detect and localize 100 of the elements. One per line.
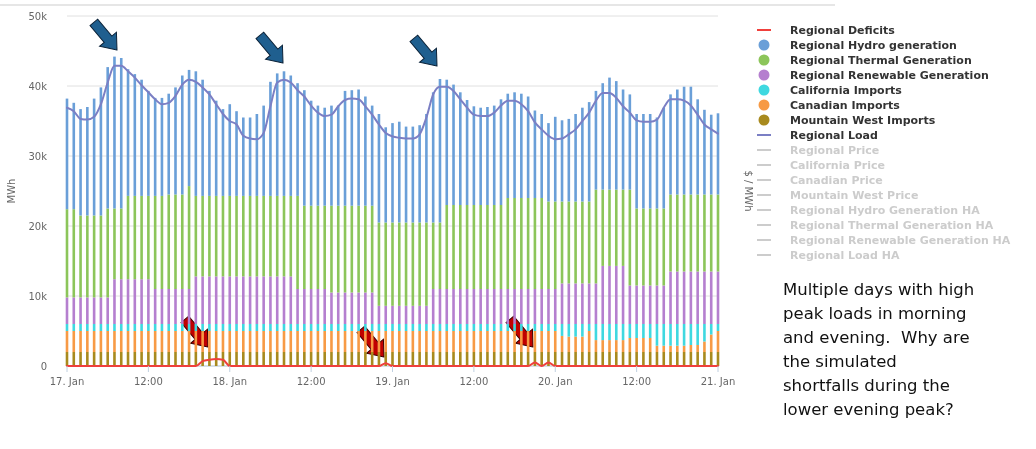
- bar: [418, 324, 421, 331]
- bar: [614, 324, 618, 341]
- bar: [269, 276, 272, 324]
- bar: [479, 107, 482, 205]
- bar: [336, 331, 340, 352]
- bar: [614, 340, 618, 352]
- bar: [180, 352, 184, 366]
- bar: [520, 331, 523, 352]
- bar: [119, 324, 123, 331]
- bar: [642, 352, 645, 366]
- bar: [703, 194, 706, 272]
- bar: [676, 324, 679, 346]
- bar: [391, 331, 394, 352]
- bar: [289, 276, 293, 324]
- bar: [106, 208, 109, 298]
- bar: [540, 198, 543, 289]
- bar: [642, 285, 645, 324]
- bar: [445, 289, 449, 324]
- bar: [357, 205, 360, 293]
- bar: [208, 331, 211, 352]
- bar: [513, 352, 516, 366]
- bar: [119, 279, 123, 324]
- bar: [614, 265, 618, 324]
- bar: [418, 305, 421, 324]
- bar: [669, 94, 672, 195]
- bar: [119, 352, 123, 366]
- bar: [479, 352, 482, 366]
- bar: [452, 289, 455, 324]
- bar: [242, 117, 245, 196]
- bar: [180, 289, 184, 324]
- bar: [547, 123, 550, 202]
- bar: [228, 195, 232, 277]
- bar: [228, 276, 232, 324]
- bar: [147, 195, 150, 280]
- bar: [275, 352, 279, 366]
- bar: [72, 209, 76, 298]
- bar: [364, 324, 367, 331]
- bar: [452, 84, 455, 205]
- x-tick-label: 12:00: [459, 376, 489, 387]
- bar: [275, 331, 279, 352]
- bar: [296, 352, 299, 366]
- bar: [459, 92, 462, 205]
- bar: [174, 289, 177, 324]
- bar: [303, 324, 306, 331]
- bar: [540, 324, 543, 331]
- y-tick-label: 30k: [28, 151, 48, 162]
- bar: [174, 194, 177, 289]
- bar: [574, 352, 577, 366]
- bar: [709, 194, 713, 272]
- bar: [296, 289, 299, 324]
- bar: [180, 75, 184, 195]
- bar: [174, 352, 177, 366]
- y-tick-label: 50k: [28, 11, 48, 22]
- bar: [296, 195, 299, 289]
- bar: [696, 271, 699, 324]
- bar: [486, 289, 489, 324]
- bar: [662, 345, 666, 352]
- bar: [364, 292, 367, 324]
- bar: [384, 324, 388, 331]
- bar: [235, 276, 238, 324]
- legend-label: Regional Load: [790, 129, 878, 142]
- bar: [336, 352, 340, 366]
- bar: [357, 352, 360, 366]
- bar: [79, 297, 82, 324]
- bar: [242, 195, 245, 277]
- bar: [208, 324, 211, 331]
- bar: [506, 324, 510, 331]
- bar: [547, 324, 550, 331]
- bar: [113, 352, 116, 366]
- bar: [574, 283, 577, 324]
- bar: [79, 215, 82, 298]
- bar: [119, 208, 123, 280]
- bar: [425, 324, 428, 331]
- bar: [703, 109, 706, 195]
- bar: [479, 331, 482, 352]
- legend-label: Mountain West Imports: [790, 114, 936, 127]
- bar: [486, 324, 489, 331]
- bar: [336, 105, 340, 206]
- bar: [608, 265, 611, 324]
- bar: [553, 289, 557, 324]
- bar: [642, 114, 645, 209]
- bar: [506, 352, 510, 366]
- bar: [614, 352, 618, 366]
- y-tick-label: 10k: [28, 291, 48, 302]
- bar: [106, 67, 109, 209]
- bar: [459, 331, 462, 352]
- line-series: [66, 64, 719, 141]
- bar: [635, 352, 638, 366]
- bar: [357, 324, 360, 331]
- bar: [425, 114, 428, 223]
- bar: [635, 324, 638, 338]
- bar: [201, 324, 204, 331]
- bar: [262, 195, 265, 277]
- legend-label: Regional Hydro generation: [790, 39, 957, 52]
- bar: [506, 289, 510, 324]
- bar: [296, 324, 299, 331]
- bar: [391, 123, 394, 223]
- y-axis-title: MWh: [6, 178, 17, 204]
- y-tick-label: 0: [40, 361, 47, 372]
- bar: [72, 352, 76, 366]
